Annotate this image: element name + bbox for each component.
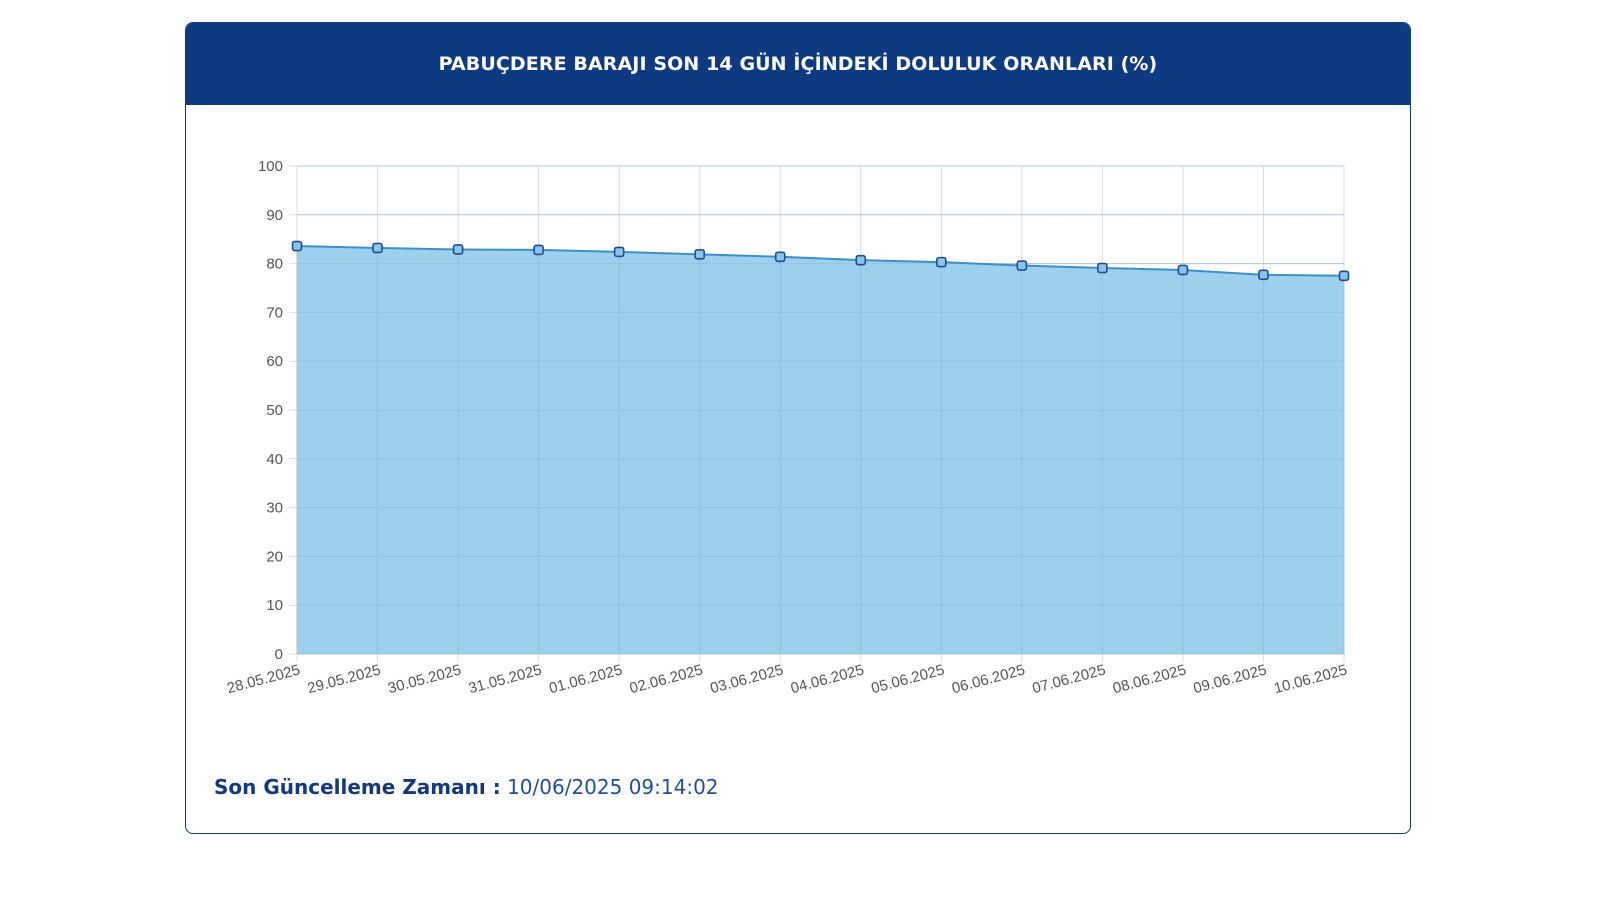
chart-title: PABUÇDERE BARAJI SON 14 GÜN İÇİNDEKİ DOL… [438,53,1158,75]
data-point [372,242,383,254]
y-tick-label: 60 [266,353,283,370]
x-tick-label: 05.06.2025 [869,661,946,697]
last-update-value: 10/06/2025 09:14:02 [507,775,719,799]
x-tick-label: 07.06.2025 [1031,661,1108,697]
data-point [694,249,705,260]
y-tick-label: 90 [266,207,283,224]
data-point [291,240,303,252]
chart-header: PABUÇDERE BARAJI SON 14 GÜN İÇİNDEKİ DOL… [186,23,1410,105]
y-tick-label: 80 [266,256,283,273]
area-fill [297,246,1344,655]
x-tick-label: 31.05.2025 [467,661,544,697]
chart-area: 0 10 20 30 40 50 60 70 80 90 100 28.05.2025 29.05.20… [186,105,1410,745]
x-tick-label: 08.06.2025 [1111,661,1188,697]
x-tick-label: 30.05.2025 [386,661,463,697]
data-point [1097,262,1108,274]
y-tick-label: 100 [258,158,283,175]
y-tick-label: 50 [266,402,283,419]
x-tick-label: 02.06.2025 [628,661,705,697]
data-point [533,244,544,256]
data-point [1338,270,1350,282]
x-tick-label: 09.06.2025 [1192,661,1269,697]
x-tick-label: 10.06.2025 [1272,661,1349,697]
x-tick-label: 06.06.2025 [950,661,1027,697]
last-update-label: Son Güncelleme Zamanı : [214,775,501,799]
y-tick-label: 40 [266,451,283,468]
last-update: Son Güncelleme Zamanı : 10/06/2025 09:14… [214,775,719,799]
fill-rate-chart: 0 10 20 30 40 50 60 70 80 90 100 28.05.2025 29.05.20… [225,158,1350,697]
x-tick-label: 28.05.2025 [225,661,302,697]
data-point [936,256,947,268]
series-line [296,245,1345,277]
data-point [1177,264,1189,276]
chart-card: PABUÇDERE BARAJI SON 14 GÜN İÇİNDEKİ DOL… [185,22,1411,834]
y-tick-label: 70 [266,304,283,321]
x-tick-label: 29.05.2025 [306,661,383,697]
y-tick-label: 30 [266,500,283,517]
x-tick-label: 01.06.2025 [547,661,624,697]
data-point [774,251,786,263]
y-tick-label: 10 [266,597,283,614]
data-point [1016,260,1028,271]
data-point [855,254,867,266]
x-tick-label: 03.06.2025 [708,661,785,697]
data-point [452,244,464,255]
y-tick-label: 20 [266,548,283,565]
x-tick-label: 04.06.2025 [789,661,866,697]
data-point [613,246,625,258]
data-point [1258,269,1269,281]
y-tick-label: 0 [275,646,283,663]
